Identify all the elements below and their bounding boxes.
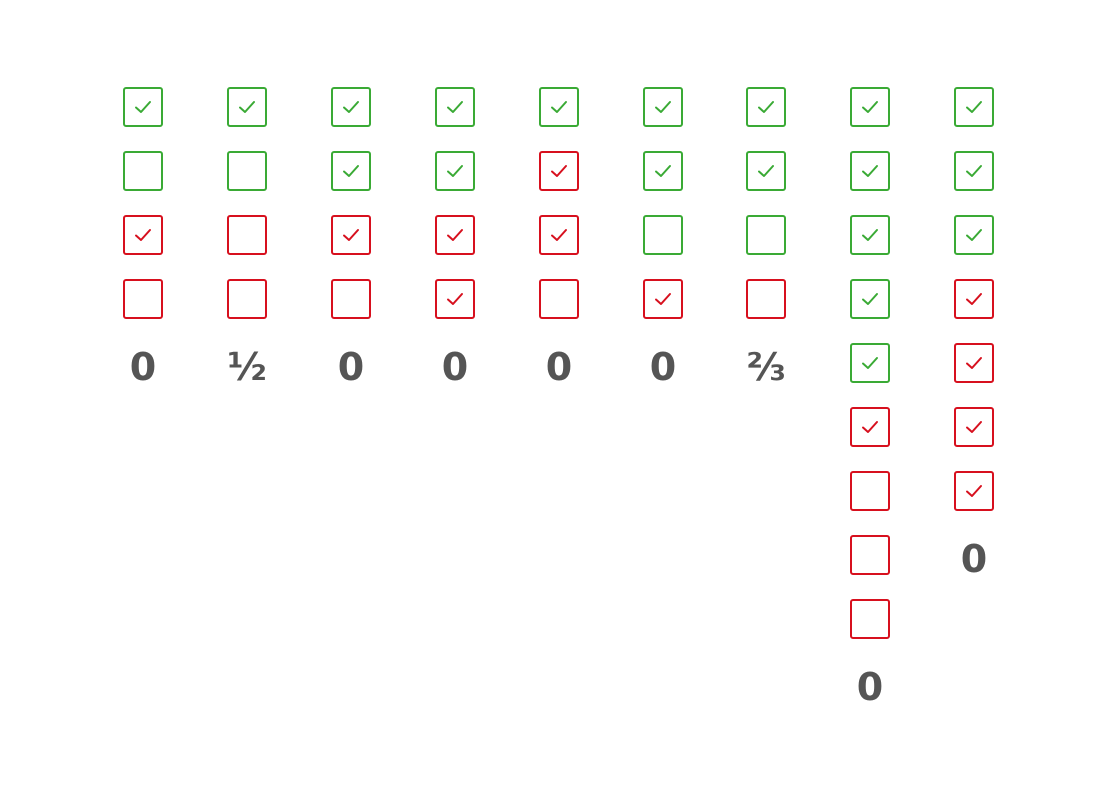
checkmark-icon bbox=[447, 229, 463, 241]
score-q6: 0 bbox=[649, 345, 677, 389]
checkmark-icon bbox=[862, 357, 878, 369]
score-q2: ½ bbox=[227, 345, 267, 389]
checkmark-icon bbox=[343, 101, 359, 113]
checkbox-q4-opt1-correct-checked[interactable] bbox=[435, 87, 475, 127]
checkbox-q8-opt5-correct-checked[interactable] bbox=[850, 343, 890, 383]
checkmark-icon bbox=[239, 101, 255, 113]
checkbox-q2-opt2-correct-unchecked[interactable] bbox=[227, 151, 267, 191]
checkmark-icon bbox=[447, 293, 463, 305]
checkmark-icon bbox=[343, 165, 359, 177]
checkmark-icon bbox=[551, 101, 567, 113]
checkbox-q5-opt3-incorrect-checked[interactable] bbox=[539, 215, 579, 255]
checkmark-icon bbox=[551, 165, 567, 177]
checkmark-icon bbox=[862, 293, 878, 305]
checkbox-q9-opt6-incorrect-checked[interactable] bbox=[954, 407, 994, 447]
score-q8: 0 bbox=[856, 665, 884, 709]
checkbox-q3-opt2-correct-checked[interactable] bbox=[331, 151, 371, 191]
checkmark-icon bbox=[966, 101, 982, 113]
score-q4: 0 bbox=[441, 345, 469, 389]
checkbox-q5-opt1-correct-checked[interactable] bbox=[539, 87, 579, 127]
checkbox-q1-opt2-correct-unchecked[interactable] bbox=[123, 151, 163, 191]
checkbox-q8-opt8-incorrect-unchecked[interactable] bbox=[850, 535, 890, 575]
checkbox-q2-opt3-incorrect-unchecked[interactable] bbox=[227, 215, 267, 255]
checkmark-icon bbox=[758, 165, 774, 177]
checkmark-icon bbox=[135, 229, 151, 241]
checkmark-icon bbox=[966, 229, 982, 241]
checkmark-icon bbox=[447, 165, 463, 177]
checkbox-q8-opt1-correct-checked[interactable] bbox=[850, 87, 890, 127]
checkmark-icon bbox=[966, 485, 982, 497]
checkmark-icon bbox=[862, 421, 878, 433]
checkbox-q8-opt7-incorrect-unchecked[interactable] bbox=[850, 471, 890, 511]
checkmark-icon bbox=[655, 101, 671, 113]
checkbox-q8-opt9-incorrect-unchecked[interactable] bbox=[850, 599, 890, 639]
checkbox-q5-opt4-incorrect-unchecked[interactable] bbox=[539, 279, 579, 319]
checkmark-icon bbox=[966, 293, 982, 305]
checkbox-q2-opt1-correct-checked[interactable] bbox=[227, 87, 267, 127]
checkbox-q7-opt2-correct-checked[interactable] bbox=[746, 151, 786, 191]
score-q5: 0 bbox=[545, 345, 573, 389]
checkbox-q6-opt2-correct-checked[interactable] bbox=[643, 151, 683, 191]
checkbox-q4-opt2-correct-checked[interactable] bbox=[435, 151, 475, 191]
checkmark-icon bbox=[862, 165, 878, 177]
checkbox-q1-opt1-correct-checked[interactable] bbox=[123, 87, 163, 127]
checkbox-q9-opt7-incorrect-checked[interactable] bbox=[954, 471, 994, 511]
checkmark-icon bbox=[135, 101, 151, 113]
checkbox-q7-opt4-incorrect-unchecked[interactable] bbox=[746, 279, 786, 319]
checkbox-q7-opt1-correct-checked[interactable] bbox=[746, 87, 786, 127]
checkbox-q4-opt3-incorrect-checked[interactable] bbox=[435, 215, 475, 255]
checkmark-icon bbox=[966, 421, 982, 433]
score-q9: 0 bbox=[960, 537, 988, 581]
checkbox-q8-opt3-correct-checked[interactable] bbox=[850, 215, 890, 255]
checkbox-q1-opt4-incorrect-unchecked[interactable] bbox=[123, 279, 163, 319]
score-q3: 0 bbox=[337, 345, 365, 389]
checkbox-q5-opt2-incorrect-checked[interactable] bbox=[539, 151, 579, 191]
checkbox-q1-opt3-incorrect-checked[interactable] bbox=[123, 215, 163, 255]
checkbox-q7-opt3-correct-unchecked[interactable] bbox=[746, 215, 786, 255]
checkmark-icon bbox=[758, 101, 774, 113]
checkbox-q9-opt5-incorrect-checked[interactable] bbox=[954, 343, 994, 383]
checkmark-icon bbox=[966, 357, 982, 369]
checkbox-q9-opt2-correct-checked[interactable] bbox=[954, 151, 994, 191]
checkbox-q3-opt4-incorrect-unchecked[interactable] bbox=[331, 279, 371, 319]
checkmark-icon bbox=[551, 229, 567, 241]
checkbox-q3-opt3-incorrect-checked[interactable] bbox=[331, 215, 371, 255]
checkmark-icon bbox=[343, 229, 359, 241]
checkbox-q6-opt1-correct-checked[interactable] bbox=[643, 87, 683, 127]
checkbox-q6-opt3-correct-unchecked[interactable] bbox=[643, 215, 683, 255]
checkmark-icon bbox=[966, 165, 982, 177]
checkmark-icon bbox=[862, 101, 878, 113]
checkbox-q3-opt1-correct-checked[interactable] bbox=[331, 87, 371, 127]
checkbox-q8-opt6-incorrect-checked[interactable] bbox=[850, 407, 890, 447]
checkbox-q9-opt3-correct-checked[interactable] bbox=[954, 215, 994, 255]
score-q1: 0 bbox=[129, 345, 157, 389]
checkmark-icon bbox=[655, 165, 671, 177]
checkbox-q9-opt1-correct-checked[interactable] bbox=[954, 87, 994, 127]
checkbox-q8-opt2-correct-checked[interactable] bbox=[850, 151, 890, 191]
checkbox-q9-opt4-incorrect-checked[interactable] bbox=[954, 279, 994, 319]
checkmark-icon bbox=[655, 293, 671, 305]
checkbox-q2-opt4-incorrect-unchecked[interactable] bbox=[227, 279, 267, 319]
checkbox-q4-opt4-incorrect-checked[interactable] bbox=[435, 279, 475, 319]
checkbox-q8-opt4-correct-checked[interactable] bbox=[850, 279, 890, 319]
checkmark-icon bbox=[447, 101, 463, 113]
score-q7: ⅔ bbox=[746, 345, 786, 389]
checkbox-q6-opt4-incorrect-checked[interactable] bbox=[643, 279, 683, 319]
checkmark-icon bbox=[862, 229, 878, 241]
